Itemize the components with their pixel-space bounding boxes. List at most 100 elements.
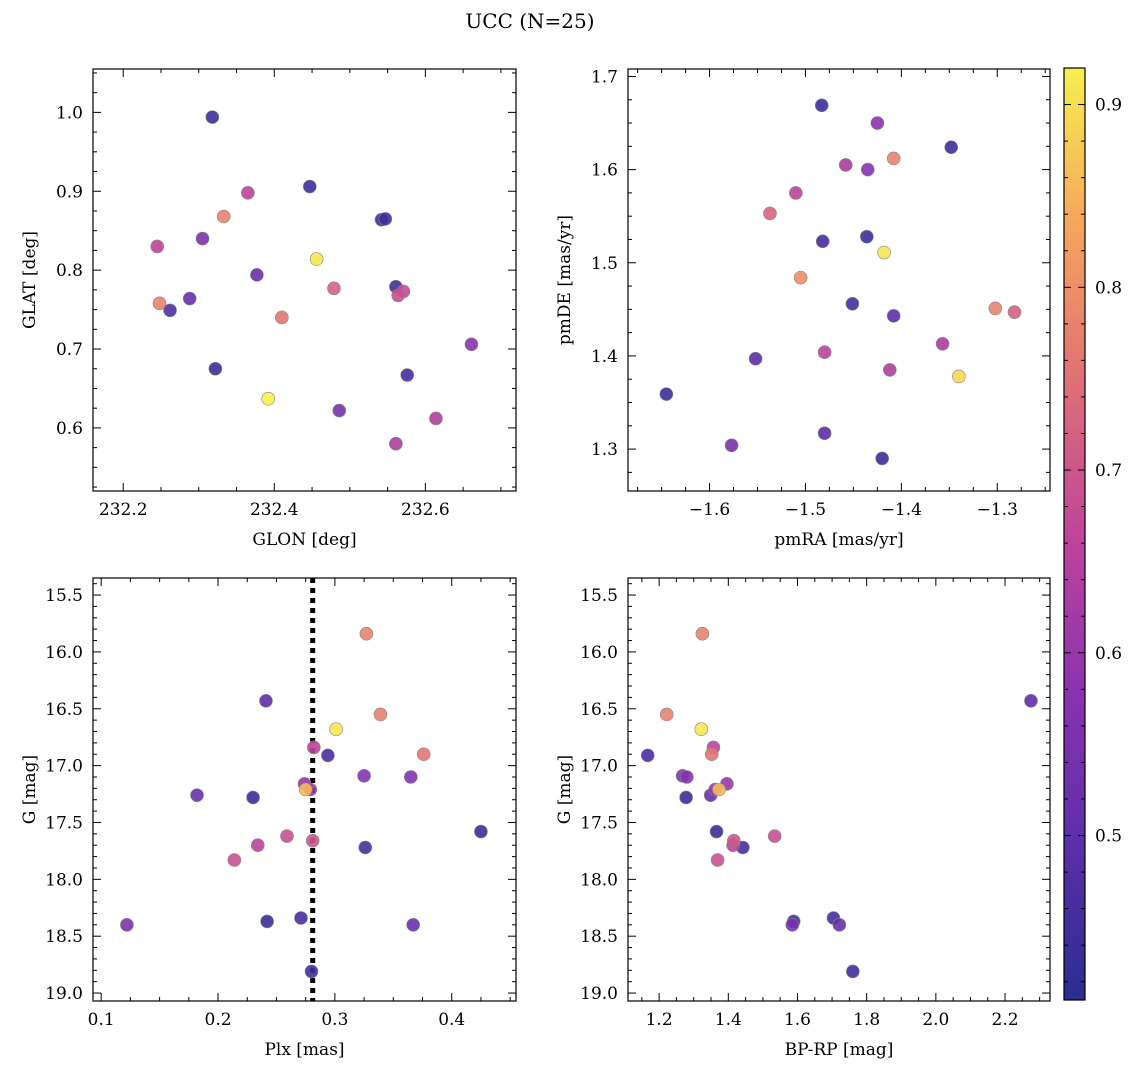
colorbar-gradient [1064,68,1085,1000]
y-tick-label: 16.5 [45,700,83,720]
x-tick-label: 0.3 [321,1010,348,1030]
x-tick-label: 232.2 [99,500,148,520]
axes-frame [92,577,517,1002]
data-point [227,853,242,867]
colorbar: 0.5 0.6 0.7 0.8 0.9 [1063,67,1122,1001]
y-tick-label: 16.5 [580,700,618,720]
data-point [332,403,347,418]
data-point [886,309,901,323]
y-tick-label: 16.0 [45,643,83,663]
data-point [704,747,719,762]
data-point [182,291,197,306]
y-tick-label: 1.7 [591,67,618,87]
y-axis-label: G [mag] [555,755,575,824]
data-point [261,391,276,406]
panel-top-right: −1.6 −1.5 −1.4 −1.3 1.3 1.4 1.5 1.6 1.7 pmRA [mas… [555,67,1051,550]
x-tick-label: 0.2 [205,1010,232,1030]
data-point [163,303,177,318]
data-point [1007,305,1022,319]
data-point [1024,694,1038,708]
x-tick-label: −1.6 [689,500,730,520]
data-point [710,853,725,867]
y-tick-label: 0.8 [56,261,83,281]
data-point [944,140,959,155]
x-axis-label: GLON [deg] [252,530,356,550]
x-tick-label: 232.6 [401,500,450,520]
y-tick-label: 1.3 [591,440,618,460]
data-point [814,98,829,113]
data-point [727,833,741,848]
y-tick-label: 17.5 [45,813,83,833]
data-point [679,790,693,805]
data-point [329,722,343,737]
data-point [280,829,294,843]
colorbar-tick-label: 0.7 [1095,461,1122,481]
data-point [474,824,488,839]
data-point [205,110,220,124]
data-point [357,769,371,783]
data-point [763,206,777,221]
y-tick-label: 17.0 [45,757,83,777]
data-point [327,281,341,296]
data-point [767,829,782,843]
x-axis-label: pmRA [mas/yr] [774,530,903,550]
axes-frame [92,68,517,492]
x-axis-label: Plx [mas] [264,1040,344,1060]
data-point [680,770,694,784]
data-point [304,964,319,979]
data-point [952,369,966,384]
y-tick-label: 0.6 [56,419,83,439]
data-point [400,368,415,382]
data-point [817,345,832,359]
data-point [877,245,891,260]
data-point [793,270,808,285]
data-point [817,426,832,441]
data-point [275,310,289,325]
data-point [294,911,308,925]
data-point [302,179,317,194]
y-tick-label: 1.5 [591,254,618,274]
data-point [724,438,739,453]
data-point [416,747,431,762]
data-point [309,252,324,266]
data-point [246,790,260,805]
data-point [870,116,885,130]
data-point [208,361,223,376]
x-axis-label: BP-RP [mag] [785,1040,894,1060]
data-point [307,740,321,755]
x-tick-label: 1.4 [715,1010,742,1030]
data-point [709,824,724,839]
data-point [789,186,803,200]
y-tick-label: 18.5 [45,927,83,947]
colorbar-tick-label: 0.9 [1095,96,1122,116]
data-point [152,296,167,311]
colorbar-frame [1063,67,1086,1001]
axes-frame [627,577,1051,1002]
data-point [785,918,800,932]
y-tick-label: 15.5 [45,586,83,606]
x-tick-label: 2.0 [922,1010,949,1030]
x-tick-label: −1.5 [785,500,826,520]
data-point [694,722,709,737]
y-tick-label: 16.0 [580,643,618,663]
data-point [389,436,403,451]
data-point [875,451,889,466]
data-point [120,918,134,932]
panel-top-left: 232.2 232.4 232.6 0.6 0.7 0.8 0.9 1.0 GLON [deg]… [20,68,517,550]
y-tick-label: 18.0 [580,870,618,890]
panels: 232.2 232.4 232.6 0.6 0.7 0.8 0.9 1.0 GLON [deg]… [20,67,1051,1060]
axes-frame [627,68,1051,492]
x-tick-label: −1.3 [977,500,1018,520]
y-axis-label: pmDE [mas/yr] [555,215,575,345]
data-point [935,337,950,351]
data-point [260,914,274,929]
data-point [373,707,388,722]
data-point [150,239,165,254]
data-point [860,229,874,244]
data-point [305,833,320,848]
data-point [838,158,853,172]
data-point [659,707,674,722]
x-tick-label: −1.4 [881,500,922,520]
data-point [464,337,479,352]
